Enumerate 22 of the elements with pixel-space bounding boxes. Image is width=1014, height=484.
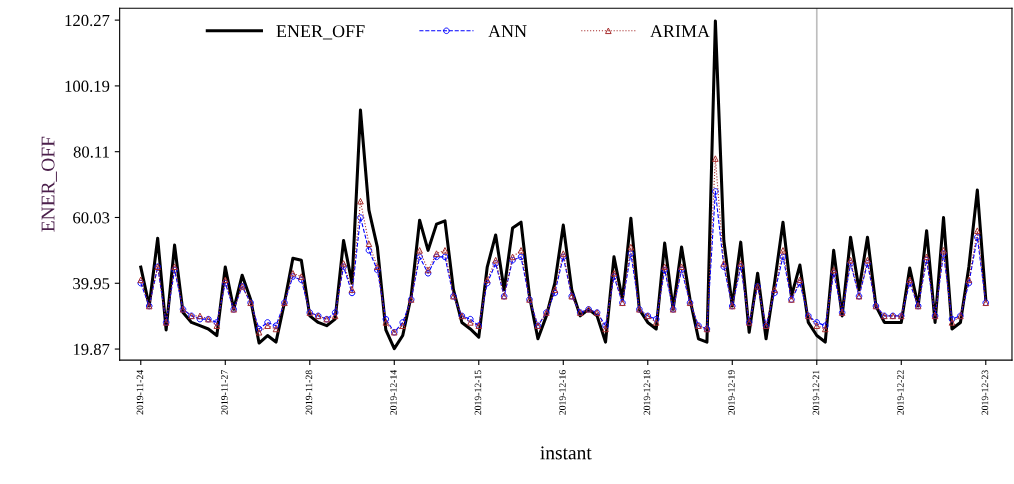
x-tick-label: 2019-11-28 xyxy=(305,370,313,415)
y-tick-label: 39.95 xyxy=(73,278,110,290)
y-axis-title: ENER_OFF xyxy=(41,136,57,232)
legend-label: ANN xyxy=(488,25,527,38)
y-tick-label: 60.03 xyxy=(73,212,110,224)
x-tick-label: 2019-12-14 xyxy=(390,369,397,415)
x-tick-label: 2019-12-18 xyxy=(643,370,651,415)
y-tick-label: 19.87 xyxy=(73,343,110,356)
x-tick-label: 2019-12-22 xyxy=(897,370,904,415)
y-tick-label: 120.27 xyxy=(65,14,110,27)
x-tick-label: 2019-12-21 xyxy=(812,370,820,415)
x-tick-label: 2019-12-15 xyxy=(474,370,482,415)
x-tick-label: 2019-11-24 xyxy=(136,369,144,415)
x-tick-label: 2019-11-27 xyxy=(221,370,228,415)
x-tick-label: 2019-12-23 xyxy=(981,370,989,415)
legend-label: ENER_OFF xyxy=(276,25,365,40)
y-tick-label: 80.11 xyxy=(73,146,109,158)
x-tick-label: 2019-12-16 xyxy=(559,370,566,415)
y-tick-label: 100.19 xyxy=(65,80,110,92)
legend-label: ARIMA xyxy=(650,25,710,38)
x-tick-label: 2019-12-19 xyxy=(728,370,735,415)
x-axis-title: instant xyxy=(540,446,592,460)
